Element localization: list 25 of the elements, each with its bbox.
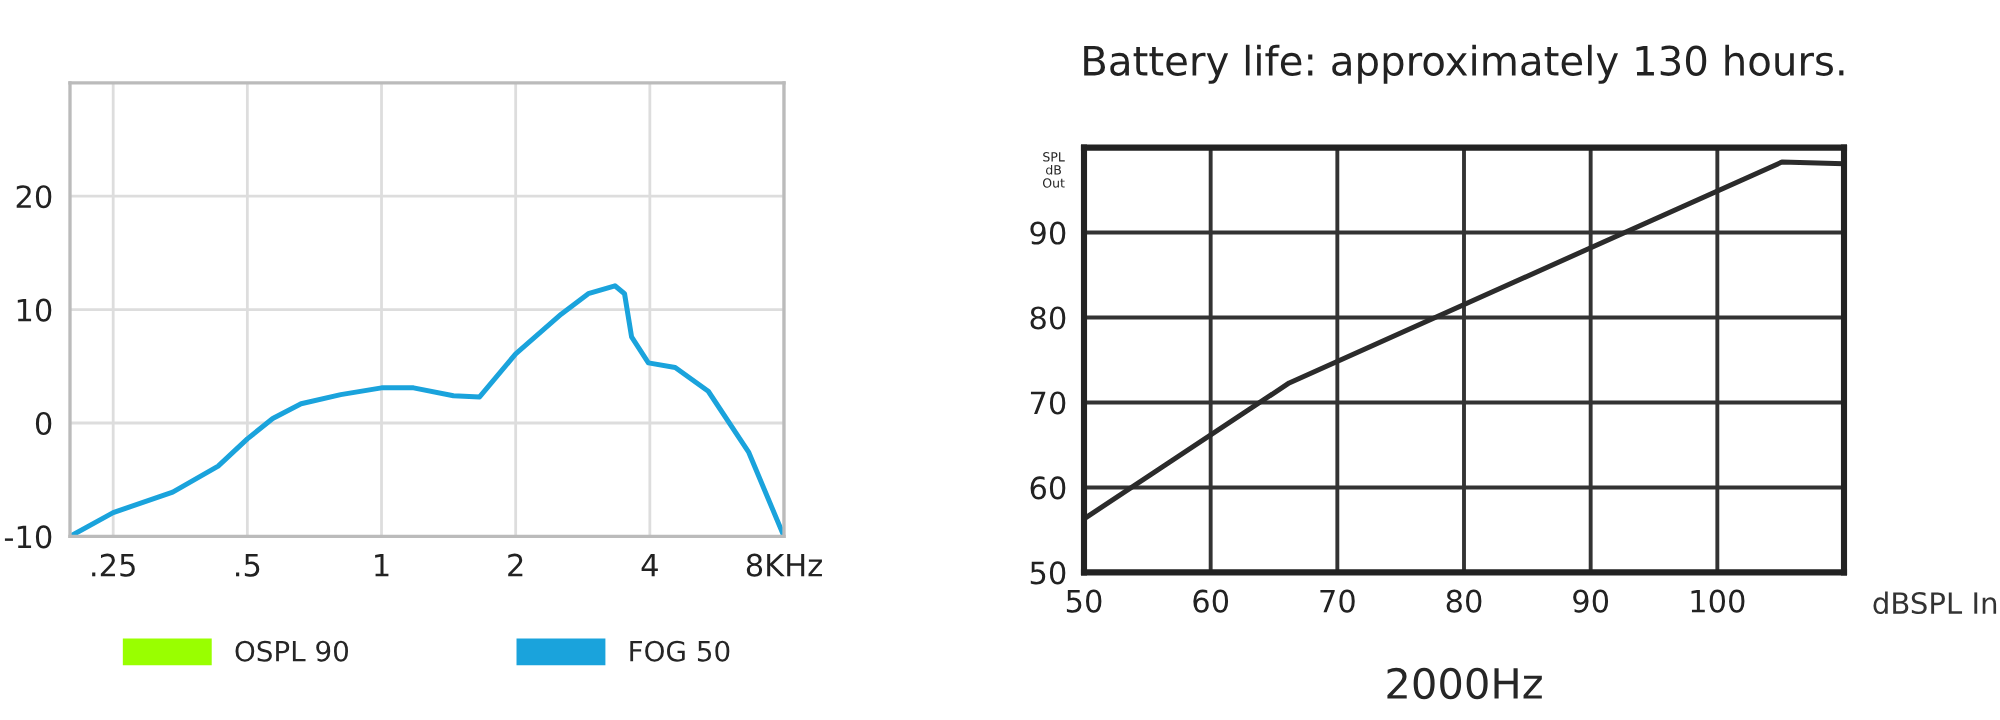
x-tick-label: 60 — [1193, 589, 1229, 613]
text: 2000Hz — [1387, 667, 1542, 700]
x-tick-label: 70 — [1320, 589, 1355, 613]
legend-label: OSPL 90 — [235, 640, 348, 662]
y-tick-label: 0 — [35, 411, 52, 436]
x-tick-label: 80 — [1446, 589, 1482, 613]
y-tick-label: 60 — [1030, 476, 1066, 500]
x-tick-label: 2 — [508, 553, 523, 577]
x-tick-label: .25 — [92, 553, 135, 577]
legend-label: FOG 50 — [630, 640, 730, 662]
x-tick-label: 100 — [1691, 589, 1745, 613]
y-tick-label: 70 — [1030, 391, 1066, 415]
chart-title: Battery life: approximately 130 hours. — [1084, 44, 1844, 84]
x-tick-label: 8KHz — [746, 553, 822, 577]
y-tick-label: -10 — [4, 525, 52, 549]
x-tick-label: .5 — [236, 554, 260, 577]
x-tick-label: 4 — [641, 554, 658, 577]
y-tick-label: 80 — [1030, 306, 1066, 330]
y-tick-label: 20 — [16, 185, 52, 209]
x-tick-label: 90 — [1573, 589, 1609, 613]
x-tick-label: 50 — [1066, 589, 1102, 613]
y-tick-label: 90 — [1030, 221, 1066, 245]
x-axis-title: dBSPL In — [1873, 591, 1997, 615]
y-tick-label: 10 — [17, 298, 52, 322]
x-tick-label: 1 — [375, 554, 389, 577]
